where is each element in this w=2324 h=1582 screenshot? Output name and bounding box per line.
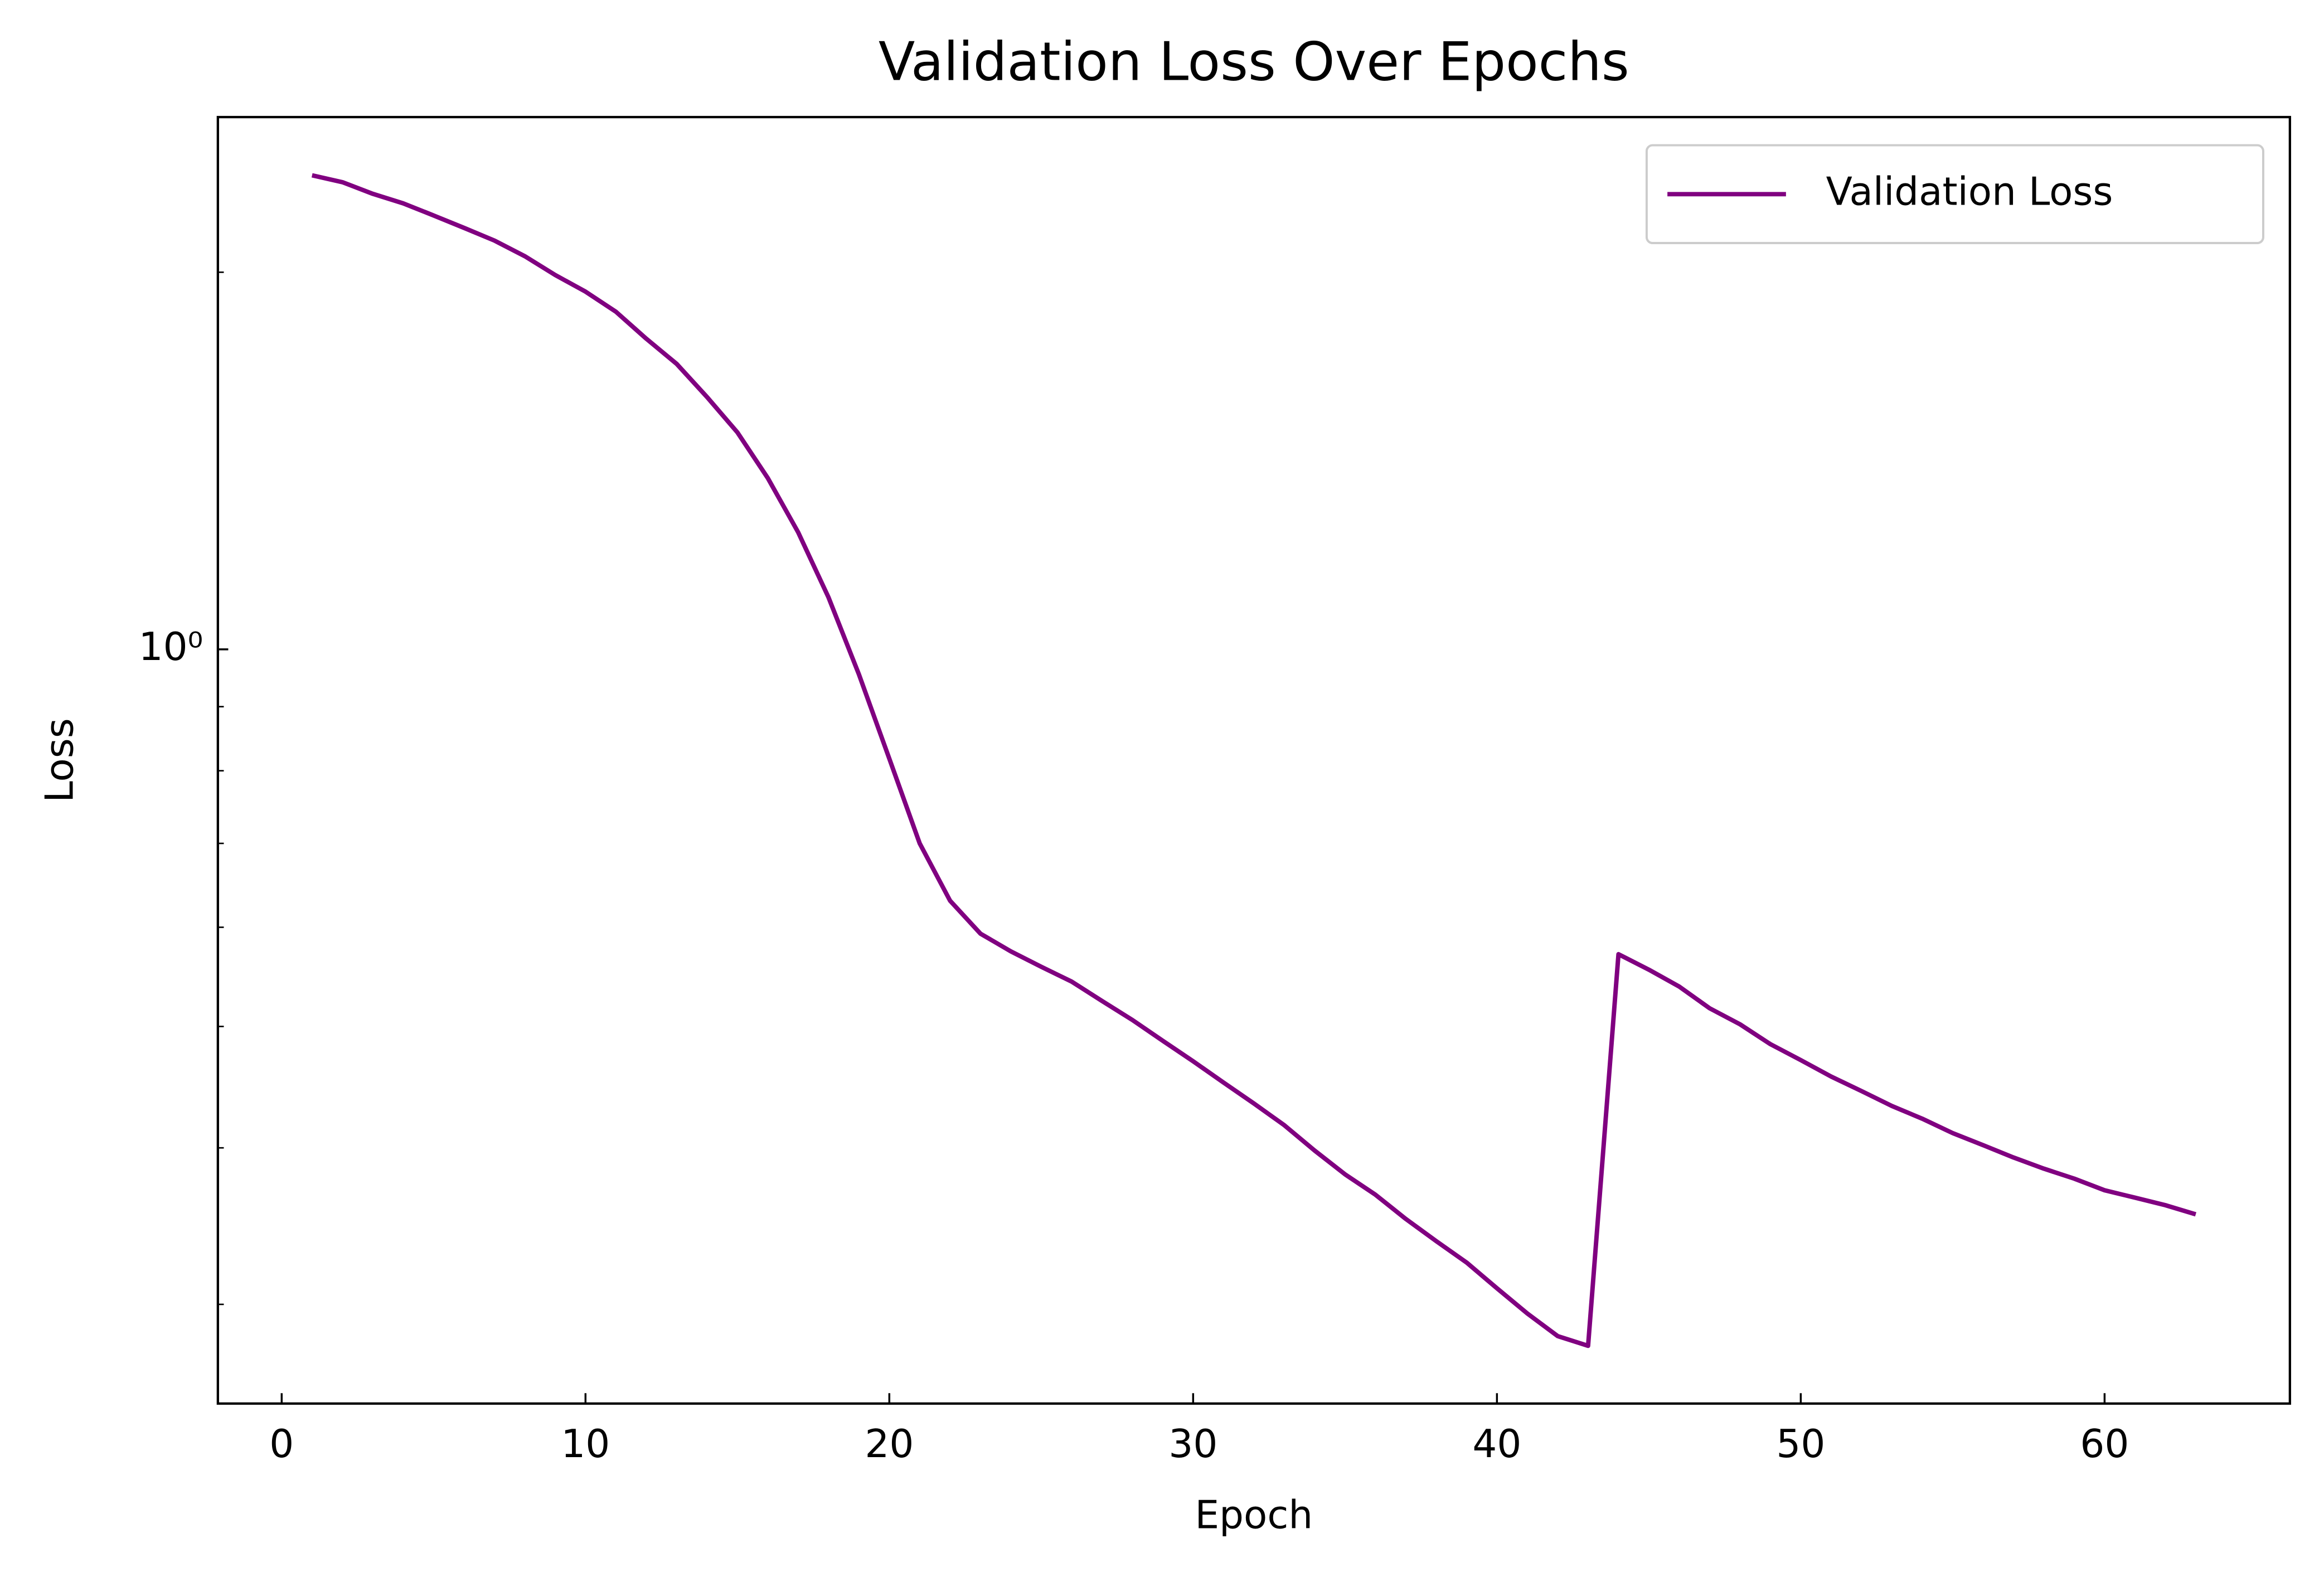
x-tick-label: 0 xyxy=(269,1422,294,1467)
y-axis-label: Loss xyxy=(38,718,83,803)
x-tick-label: 30 xyxy=(1168,1422,1217,1467)
plot-frame xyxy=(216,115,2291,1405)
legend-box xyxy=(1645,144,2264,245)
x-tick-label: 60 xyxy=(2080,1422,2129,1467)
x-axis-label: Epoch xyxy=(1195,1493,1313,1538)
x-tick-label: 20 xyxy=(865,1422,914,1467)
x-tick-label: 10 xyxy=(561,1422,610,1467)
chart-title: Validation Loss Over Epochs xyxy=(879,30,1629,93)
x-tick-label: 50 xyxy=(1776,1422,1825,1467)
x-tick-label: 40 xyxy=(1472,1422,1521,1467)
legend: Validation Loss xyxy=(1645,144,2264,245)
y-tick-label: 10⁰ xyxy=(139,625,203,669)
line-series xyxy=(311,173,2197,1348)
legend-label: Validation Loss xyxy=(1826,169,2113,214)
